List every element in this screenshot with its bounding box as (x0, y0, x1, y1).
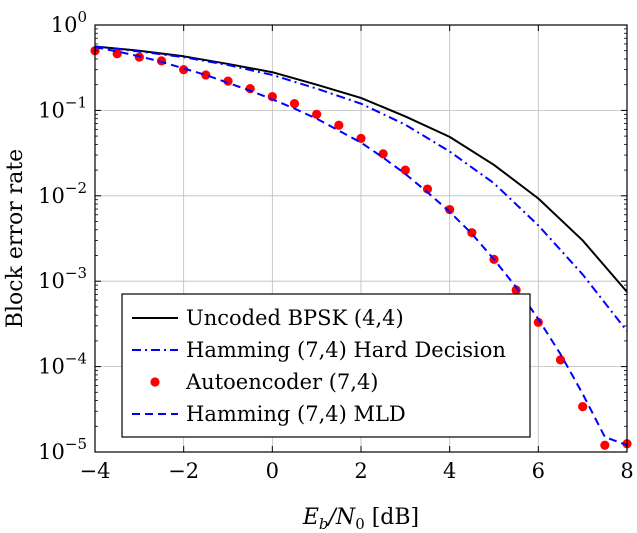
data-point-autoencoder-7-4 (445, 204, 455, 215)
y-tick-label: 10−2 (38, 179, 87, 208)
y-axis-label: Block error rate (3, 149, 28, 328)
x-axis-label: Eb/N0 [dB] (302, 505, 419, 533)
y-tick-label: 10−1 (38, 93, 87, 122)
y-tick-label: 10−4 (38, 350, 87, 379)
x-label-main: E (302, 505, 319, 530)
data-point-autoencoder-7-4 (289, 99, 300, 109)
y-tick-label: 10−5 (38, 435, 87, 464)
x-tick-label: 8 (620, 459, 633, 483)
legend-entry-autoencoder-7-4-label: Autoencoder (7,4) (185, 370, 379, 394)
y-tick-exponent: −4 (65, 350, 87, 368)
data-point-autoencoder-7-4 (511, 285, 521, 295)
data-point-autoencoder-7-4 (533, 317, 543, 327)
data-point-autoencoder-7-4 (201, 70, 211, 80)
data-point-autoencoder-7-4 (179, 65, 189, 75)
x-tick-label: 2 (354, 459, 367, 483)
data-point-autoencoder-7-4 (334, 120, 344, 130)
series-layer (90, 45, 632, 450)
y-tick-exponent: −1 (65, 93, 87, 111)
y-tick-base: 10 (38, 184, 65, 208)
y-tick-exponent: −5 (65, 435, 87, 453)
legend-entry-autoencoder-7-4-marker (150, 377, 160, 387)
y-tick-base: 10 (38, 269, 65, 293)
data-point-autoencoder-7-4 (223, 76, 233, 86)
y-tick-base: 10 (38, 440, 65, 464)
legend-box (121, 293, 531, 438)
x-tick-label: −4 (80, 459, 111, 483)
x-label-sub1: b (319, 515, 329, 533)
legend-entry-uncoded-bpsk-4-4-label: Uncoded BPSK (4,4) (186, 306, 404, 330)
x-tick-label: −2 (168, 459, 199, 483)
data-point-autoencoder-7-4 (400, 165, 410, 175)
legend-entry-hamming-7-4-mld-label: Hamming (7,4) MLD (186, 402, 406, 426)
legend: Uncoded BPSK (4,4) Hamming (7,4) Hard Dec… (121, 293, 531, 438)
data-point-autoencoder-7-4 (356, 133, 366, 144)
y-tick-base: 10 (51, 13, 78, 37)
x-label-sub2: 0 (355, 515, 365, 533)
data-point-autoencoder-7-4 (578, 402, 588, 412)
x-tick-label: 4 (443, 459, 456, 483)
x-label-unit: [dB] (365, 505, 419, 530)
y-tick-base: 10 (38, 98, 65, 122)
series-line-hamming-7-4-mld (94, 46, 628, 447)
x-tick-labels: −4 −2 0 2 4 6 8 (80, 459, 634, 483)
x-tick-label: 6 (532, 459, 545, 483)
y-tick-exponent: 0 (77, 8, 87, 26)
legend-entry-hamming-7-4-hard-decision-label: Hamming (7,4) Hard Decision (186, 338, 506, 362)
y-tick-label: 100 (51, 8, 87, 37)
y-tick-exponent: −3 (65, 264, 87, 282)
y-tick-base: 10 (38, 355, 65, 379)
x-label-mid: /N (327, 505, 356, 530)
y-tick-exponent: −2 (65, 179, 87, 197)
data-point-autoencoder-7-4 (378, 149, 388, 159)
data-point-autoencoder-7-4 (312, 109, 322, 119)
series-line-hamming-7-4-hard-decision (94, 45, 628, 332)
x-tick-label: 0 (266, 459, 279, 483)
y-tick-label: 10−3 (38, 264, 87, 293)
tick-marks (94, 24, 628, 453)
data-point-autoencoder-7-4 (600, 440, 610, 450)
data-point-autoencoder-7-4 (555, 355, 566, 365)
